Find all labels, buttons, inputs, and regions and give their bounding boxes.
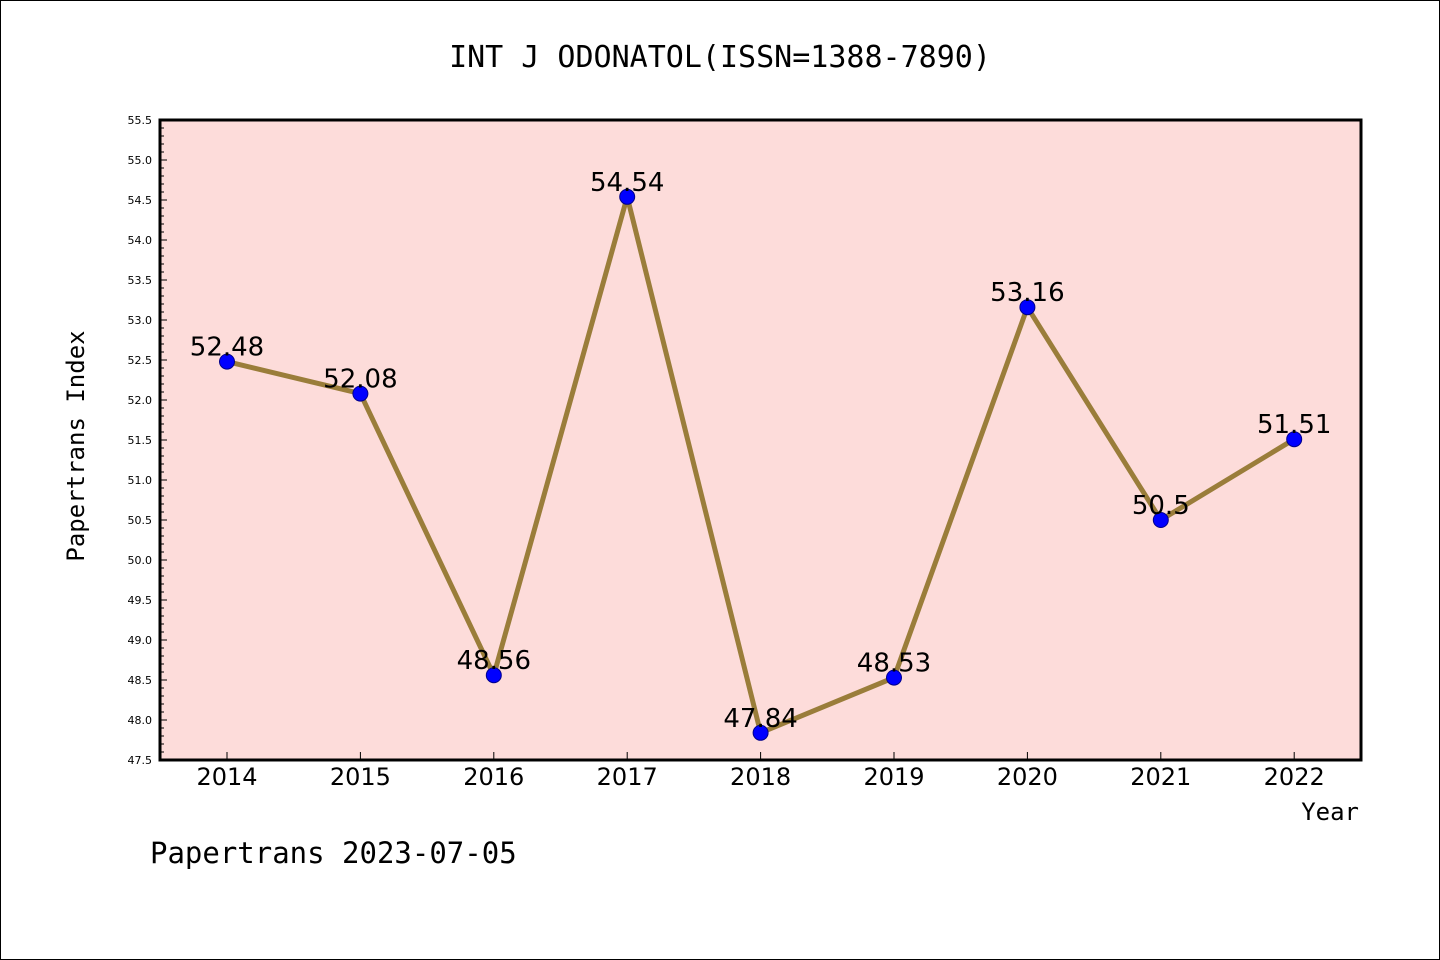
y-tick-label: 51.0 <box>128 474 153 487</box>
data-point <box>619 188 636 205</box>
x-tick-label: 2017 <box>597 763 658 791</box>
y-tick-label: 51.5 <box>128 434 153 447</box>
x-tick-label: 2018 <box>730 763 791 791</box>
data-point <box>886 669 902 686</box>
y-tick-label: 47.5 <box>128 754 153 767</box>
y-tick-label: 53.0 <box>128 314 153 327</box>
y-tick-label: 53.5 <box>128 274 153 287</box>
y-tick-label: 55.0 <box>128 154 153 167</box>
data-point <box>352 385 369 402</box>
data-label: 48.53 <box>857 649 931 679</box>
y-tick-label: 48.5 <box>128 674 153 687</box>
data-point <box>1152 512 1169 528</box>
y-tick-label: 48.0 <box>128 714 153 727</box>
data-point <box>1019 299 1036 316</box>
y-tick-label: 49.0 <box>128 634 153 647</box>
data-label: 50.5 <box>1132 491 1190 521</box>
x-tick-label: 2019 <box>863 763 924 791</box>
chart-title: INT J ODONATOL(ISSN=1388-7890) <box>449 40 991 75</box>
data-label: 48.56 <box>457 646 531 676</box>
y-tick-label: 52.5 <box>128 354 153 367</box>
data-label: 53.16 <box>990 278 1064 308</box>
data-label: 52.48 <box>190 333 264 363</box>
y-tick-label: 49.5 <box>128 594 153 607</box>
plot-area <box>160 120 1361 760</box>
data-label: 52.08 <box>323 365 397 395</box>
plot-border <box>158 118 1363 762</box>
y-tick-label: 50.5 <box>128 514 153 527</box>
y-tick-label: 54.0 <box>128 234 153 247</box>
series-layer <box>219 188 1303 741</box>
data-label: 47.84 <box>723 704 797 734</box>
y-axis-ticks: 47.5 48.0 48.5 49.0 49.5 50.0 50.5 51.0 51.5 52.0… <box>128 114 167 767</box>
data-label: 51.51 <box>1257 410 1331 440</box>
data-point <box>1286 431 1303 448</box>
data-point <box>752 724 769 741</box>
data-point <box>485 667 502 684</box>
data-labels: 52.48 52.08 48.56 54.54 47.84 48.53 53.16 50.5 5… <box>190 168 1332 734</box>
x-axis-label: Year <box>1301 798 1359 826</box>
x-tick-label: 2016 <box>463 763 524 791</box>
x-tick-label: 2022 <box>1264 763 1325 791</box>
x-tick-label: 2015 <box>330 763 391 791</box>
y-axis-label: Papertrans Index <box>62 330 90 561</box>
y-tick-label: 52.0 <box>128 394 153 407</box>
data-label: 54.54 <box>590 168 664 198</box>
y-tick-label: 50.0 <box>128 554 153 567</box>
x-tick-label: 2020 <box>997 763 1058 791</box>
data-point <box>219 353 235 370</box>
x-tick-label: 2014 <box>196 763 257 791</box>
footer-credit: Papertrans 2023-07-05 <box>150 836 517 870</box>
y-tick-label: 54.5 <box>128 194 153 207</box>
y-tick-label: 55.5 <box>128 114 153 127</box>
x-tick-label: 2021 <box>1130 763 1191 791</box>
